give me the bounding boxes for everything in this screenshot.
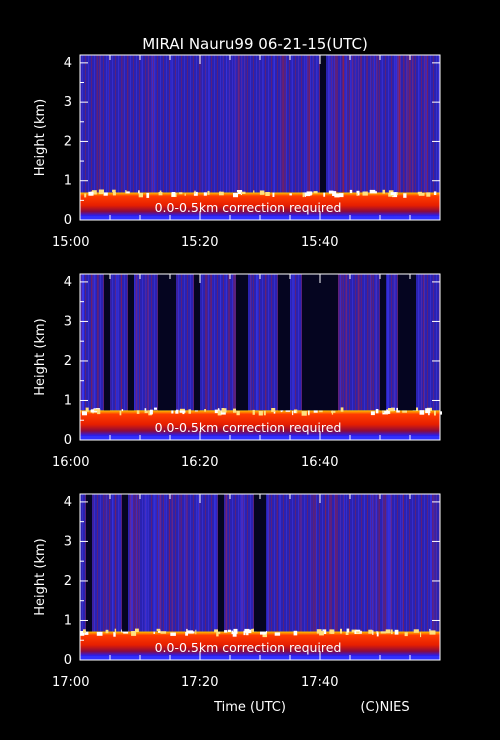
heatmap-texture — [88, 494, 437, 660]
y-tick-label: 2 — [64, 354, 72, 369]
correction-annotation: 0.0-0.5km correction required — [155, 200, 342, 215]
dark-interval-4 — [194, 274, 200, 411]
y-tick-label: 1 — [64, 613, 72, 628]
y-tick-label: 0 — [64, 213, 72, 228]
dark-interval-6 — [278, 274, 290, 411]
correction-annotation: 0.0-0.5km correction required — [155, 640, 342, 655]
y-tick-label: 4 — [64, 56, 72, 71]
dark-interval-9 — [398, 274, 416, 411]
dark-interval-4 — [254, 494, 266, 632]
dark-interval-1 — [86, 494, 92, 632]
y-axis-label: Height (km) — [33, 538, 48, 615]
y-tick-label: 3 — [64, 95, 72, 110]
y-tick-label: 2 — [64, 134, 72, 149]
panel-1: 0.0-0.5km correction required 0 1 2 3 4 Height… — [33, 54, 441, 250]
y-tick-label: 0 — [64, 653, 72, 668]
credit-label: (C)NIES — [360, 700, 409, 715]
x-tick-label: 17:40 — [301, 675, 338, 690]
y-axis-label: Height (km) — [33, 99, 48, 176]
y-tick-label: 1 — [64, 174, 72, 189]
dark-interval-3 — [218, 494, 224, 632]
x-tick-label: 17:00 — [52, 675, 89, 690]
panel-2: 0.0-0.5km correction required 0 1 2 3 4 Height… — [33, 273, 442, 470]
boundary-layer-band — [80, 192, 440, 217]
y-tick-label: 3 — [64, 314, 72, 329]
heatmap-texture — [80, 55, 441, 220]
x-tick-label: 15:40 — [301, 235, 338, 250]
x-tick-label: 15:00 — [52, 235, 89, 250]
cloud-top-specks — [82, 407, 442, 416]
figure-title: MIRAI Nauru99 06-21-15(UTC) — [142, 35, 368, 53]
dark-interval-5 — [236, 274, 248, 411]
dark-interval-1 — [104, 274, 110, 411]
x-tick-label: 16:40 — [301, 455, 338, 470]
y-tick-label: 0 — [64, 433, 72, 448]
y-tick-label: 4 — [64, 275, 72, 290]
dark-interval-2 — [128, 274, 134, 411]
dark-interval-2 — [122, 494, 128, 632]
cloud-top-specks — [80, 628, 436, 638]
cloud-top-specks — [84, 189, 437, 198]
y-axis-label: Height (km) — [33, 318, 48, 395]
dark-interval-1 — [320, 55, 326, 193]
y-tick-label: 1 — [64, 393, 72, 408]
dark-interval-8 — [380, 274, 386, 411]
y-tick-label: 4 — [64, 495, 72, 510]
dark-interval-7 — [302, 274, 338, 411]
x-tick-label: 16:00 — [52, 455, 89, 470]
panel-3: 0.0-0.5km correction required 0 1 2 3 4 Height… — [33, 493, 441, 690]
y-tick-label: 2 — [64, 574, 72, 589]
correction-annotation: 0.0-0.5km correction required — [155, 420, 342, 435]
x-axis-label: Time (UTC) — [213, 700, 286, 715]
x-tick-label: 17:20 — [181, 675, 218, 690]
x-tick-label: 15:20 — [181, 235, 218, 250]
y-tick-label: 3 — [64, 534, 72, 549]
boundary-layer-band — [80, 631, 440, 657]
dark-interval-3 — [158, 274, 176, 411]
x-tick-label: 16:20 — [181, 455, 218, 470]
